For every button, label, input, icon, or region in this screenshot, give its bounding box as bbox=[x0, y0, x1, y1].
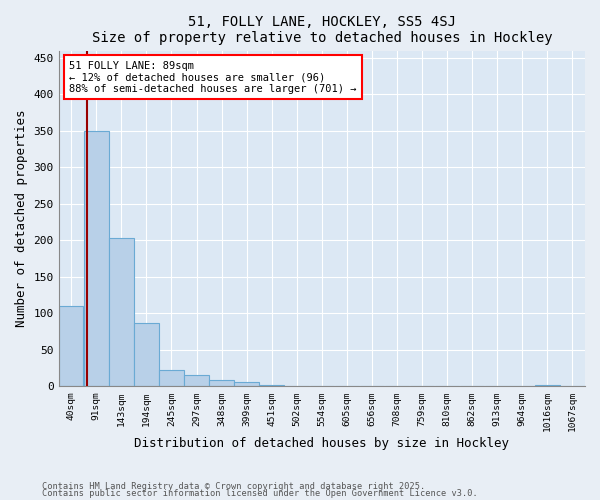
Bar bbox=[184, 376, 209, 386]
Title: 51, FOLLY LANE, HOCKLEY, SS5 4SJ
Size of property relative to detached houses in: 51, FOLLY LANE, HOCKLEY, SS5 4SJ Size of… bbox=[92, 15, 552, 45]
Bar bbox=[235, 382, 259, 386]
Bar bbox=[209, 380, 234, 386]
Text: 51 FOLLY LANE: 89sqm
← 12% of detached houses are smaller (96)
88% of semi-detac: 51 FOLLY LANE: 89sqm ← 12% of detached h… bbox=[69, 60, 356, 94]
Text: Contains public sector information licensed under the Open Government Licence v3: Contains public sector information licen… bbox=[42, 490, 478, 498]
Bar bbox=[535, 385, 560, 386]
Bar bbox=[59, 306, 83, 386]
Bar bbox=[259, 385, 284, 386]
Bar bbox=[134, 323, 158, 386]
Bar bbox=[84, 131, 109, 386]
Bar bbox=[159, 370, 184, 386]
Y-axis label: Number of detached properties: Number of detached properties bbox=[15, 110, 28, 327]
X-axis label: Distribution of detached houses by size in Hockley: Distribution of detached houses by size … bbox=[134, 437, 509, 450]
Bar bbox=[109, 238, 134, 386]
Text: Contains HM Land Registry data © Crown copyright and database right 2025.: Contains HM Land Registry data © Crown c… bbox=[42, 482, 425, 491]
